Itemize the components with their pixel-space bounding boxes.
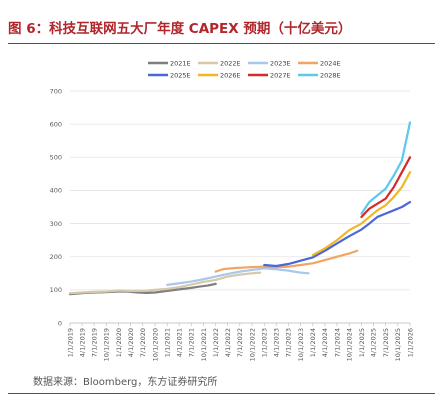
x-tick-label: 10/1/2022 [248,328,256,361]
x-tick-label: 7/1/2024 [333,328,341,357]
x-tick-label: 4/1/2022 [224,328,232,357]
series-line-2026e [311,171,412,257]
x-tick-label: 1/1/2024 [309,328,317,357]
footer-rule [8,393,435,394]
x-tick-label: 4/1/2021 [175,328,183,357]
x-tick-label: 4/1/2025 [370,328,378,357]
x-tick-label: 7/1/2020 [139,328,147,357]
x-tick-label: 1/1/2026 [406,328,414,357]
x-tick-label: 1/1/2020 [115,328,123,357]
legend-label-2027e: 2027E [270,71,291,79]
x-tick-label: 4/1/2019 [78,328,86,357]
x-tick-label: 7/1/2019 [90,328,98,357]
y-tick-label: 100 [50,286,62,294]
x-tick-label: 1/1/2019 [66,328,74,357]
x-tick-label: 10/1/2023 [297,328,305,361]
y-tick-label: 700 [50,87,62,95]
legend-label-2025e: 2025E [170,71,191,79]
y-tick-label: 200 [50,253,62,261]
legend-label-2023e: 2023E [270,59,291,67]
series-line-2023e [166,267,310,286]
x-tick-label: 10/1/2020 [151,328,159,361]
legend-label-2026e: 2026E [220,71,241,79]
x-tick-label: 10/1/2021 [200,328,208,361]
x-tick-label: 7/1/2021 [188,328,196,357]
y-tick-label: 0 [58,319,62,327]
x-tick-label: 4/1/2024 [321,328,329,357]
y-tick-label: 600 [50,120,62,128]
x-tick-label: 1/1/2022 [212,328,220,357]
x-tick-label: 7/1/2023 [285,328,293,357]
series-line-2024e [214,249,359,273]
series-line-2025e [263,200,412,268]
legend-label-2028e: 2028E [320,71,341,79]
x-tick-label: 10/1/2024 [346,328,354,361]
capex-line-chart: 0 100 200 300 400 500 600 700 1/1/2019 4/1/2019 7/… [50,59,415,361]
y-tick-label: 500 [50,154,62,162]
series-line-2022e [68,271,262,295]
x-tick-label: 10/1/2019 [103,328,111,361]
legend-label-2022e: 2022E [220,59,241,67]
x-tick-label: 1/1/2021 [163,328,171,357]
source-note: 数据来源：Bloomberg，东方证券研究所 [33,377,218,388]
x-tick-label: 7/1/2022 [236,328,244,357]
figure-title: 图 6：科技互联网五大厂年度 CAPEX 预期（十亿美元） [8,21,352,37]
x-tick-label: 4/1/2020 [127,328,135,357]
x-tick-label: 7/1/2025 [382,328,390,357]
x-tick-label: 4/1/2023 [273,328,281,357]
y-tick-label: 400 [50,187,62,195]
title-rule [8,43,435,44]
x-tick-label: 1/1/2025 [358,328,366,357]
series-line-2027e [360,156,412,219]
legend-label-2024e: 2024E [320,59,341,67]
legend-label-2021e: 2021E [170,59,191,67]
series-line-2028e [360,121,412,215]
y-tick-label: 300 [50,220,62,228]
x-tick-label: 10/1/2025 [394,328,402,361]
x-tick-label: 1/1/2023 [261,328,269,357]
